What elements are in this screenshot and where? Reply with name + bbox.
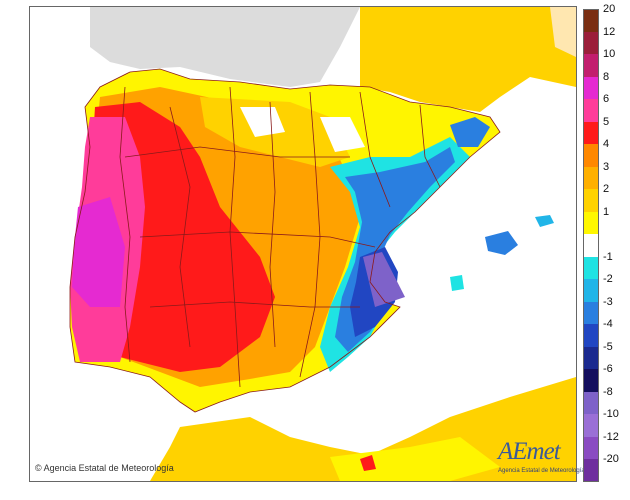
cold-violet-core [363,252,405,307]
legend-label: -8 [603,385,613,398]
legend-swatch [583,391,599,414]
legend-swatch [583,31,599,54]
legend-label: -5 [603,340,613,353]
legend-label: -20 [603,453,619,465]
magenta-anomaly [72,197,125,307]
credit-text: Agencia Estatal de Meteorología [43,463,174,473]
legend-label: -6 [603,363,613,375]
legend-label: 4 [603,138,610,150]
legend-label: 8 [603,70,610,83]
north-africa-yellow [330,437,500,481]
region-borders [69,68,501,413]
legend-swatch [583,459,599,482]
legend-label: -3 [603,295,613,308]
legend-swatch [583,256,599,279]
aemet-logo: AEmet Agencia Estatal de Meteorología [498,438,585,478]
legend-swatch [583,9,599,32]
africa-hotspot [360,455,376,471]
legend-swatch [583,324,599,347]
menorca [535,215,554,227]
legend-label: -1 [603,250,613,263]
legend-label: 20 [603,3,616,15]
legend-swatch [583,54,599,77]
mallorca [485,231,518,255]
legend-label: 10 [603,48,616,60]
legend-swatch [583,301,599,324]
legend-swatch [583,76,599,99]
france-land [90,7,360,87]
legend-label: 1 [603,205,610,218]
legend-neutral-gap [583,234,599,257]
legend-label: 12 [603,25,616,38]
legend-swatch [583,279,599,302]
neutral-area-north [240,107,285,137]
map-canvas [30,7,576,481]
legend-swatch [583,144,599,167]
logo-wordmark: AEmet [498,438,561,465]
neutral-area-ebro [320,117,365,152]
logo-subtitle: Agencia Estatal de Meteorología [498,468,585,474]
legend-swatch [583,211,599,234]
copyright-credit: © Agencia Estatal de Meteorología [35,463,174,473]
legend-label: 2 [603,183,610,195]
legend-swatch [583,414,599,437]
anomaly-map [29,6,577,482]
legend-label: 6 [603,93,610,105]
legend-swatch [583,369,599,392]
legend-label: -10 [603,408,619,420]
legend-label: 3 [603,160,610,173]
legend-label: -2 [603,273,613,285]
legend-frame [583,9,599,482]
legend-swatch [583,189,599,212]
legend-label: 5 [603,115,610,128]
catalonia-cold-spot [450,117,490,147]
ibiza [450,275,464,291]
legend-swatch [583,166,599,189]
legend-label: -4 [603,318,613,330]
southern-france-anomaly [360,7,576,112]
italy-land [550,7,576,57]
color-legend: 20 12 10 8 6 5 4 3 2 1 -1 -2 -3 -4 -5 -6 -8 -10 -12 -20 [583,4,627,489]
legend-swatch [583,436,599,459]
legend-swatch [583,346,599,369]
legend-swatch [583,121,599,144]
legend-label: -12 [603,430,619,443]
legend-swatch [583,99,599,122]
